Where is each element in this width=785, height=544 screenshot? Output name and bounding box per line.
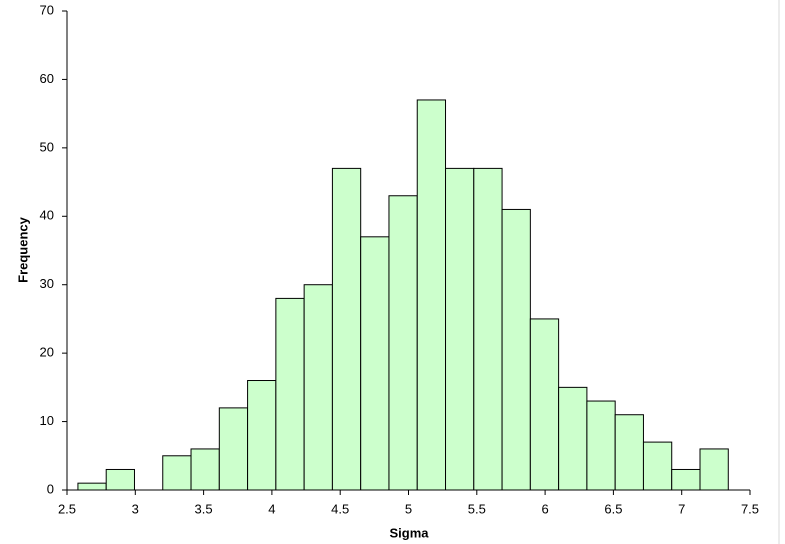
- y-tick-label: 20: [40, 345, 54, 360]
- x-tick-label: 6: [541, 501, 548, 516]
- x-tick-label: 7.5: [741, 501, 759, 516]
- bar: [77, 482, 107, 491]
- y-tick-label: 40: [40, 208, 54, 223]
- bar: [275, 297, 305, 491]
- y-tick-label: 70: [40, 2, 54, 17]
- bar: [614, 414, 644, 491]
- x-tick-label: 3: [132, 501, 139, 516]
- bar: [303, 284, 333, 491]
- bar: [360, 236, 390, 491]
- bar: [671, 468, 701, 491]
- bar: [247, 380, 277, 491]
- x-tick-label: 5.5: [468, 501, 486, 516]
- y-tick-label: 0: [47, 481, 54, 496]
- x-tick-label: 4.5: [331, 501, 349, 516]
- bar: [586, 400, 616, 491]
- bar: [699, 448, 729, 491]
- x-tick-label: 4: [268, 501, 275, 516]
- x-tick-label: 7: [678, 501, 685, 516]
- y-tick-label: 60: [40, 71, 54, 86]
- y-tick-label: 30: [40, 276, 54, 291]
- bar: [558, 386, 588, 491]
- x-tick-label: 6.5: [604, 501, 622, 516]
- bar: [445, 167, 475, 491]
- x-axis-title: Sigma: [389, 525, 429, 540]
- x-tick-label: 2.5: [58, 501, 76, 516]
- y-axis-title: Frequency: [15, 216, 30, 283]
- bar: [331, 167, 362, 491]
- bar: [218, 407, 249, 491]
- bar: [162, 455, 192, 491]
- x-tick-label: 3.5: [195, 501, 213, 516]
- x-tick-label: 5: [405, 501, 412, 516]
- y-tick-label: 50: [40, 139, 54, 154]
- bar: [473, 167, 503, 491]
- bar: [190, 448, 220, 491]
- bar: [501, 208, 531, 491]
- bar: [105, 468, 135, 491]
- bar: [642, 441, 673, 491]
- bar: [416, 99, 447, 491]
- y-tick-label: 10: [40, 413, 54, 428]
- bar: [529, 318, 560, 491]
- bar: [388, 195, 418, 491]
